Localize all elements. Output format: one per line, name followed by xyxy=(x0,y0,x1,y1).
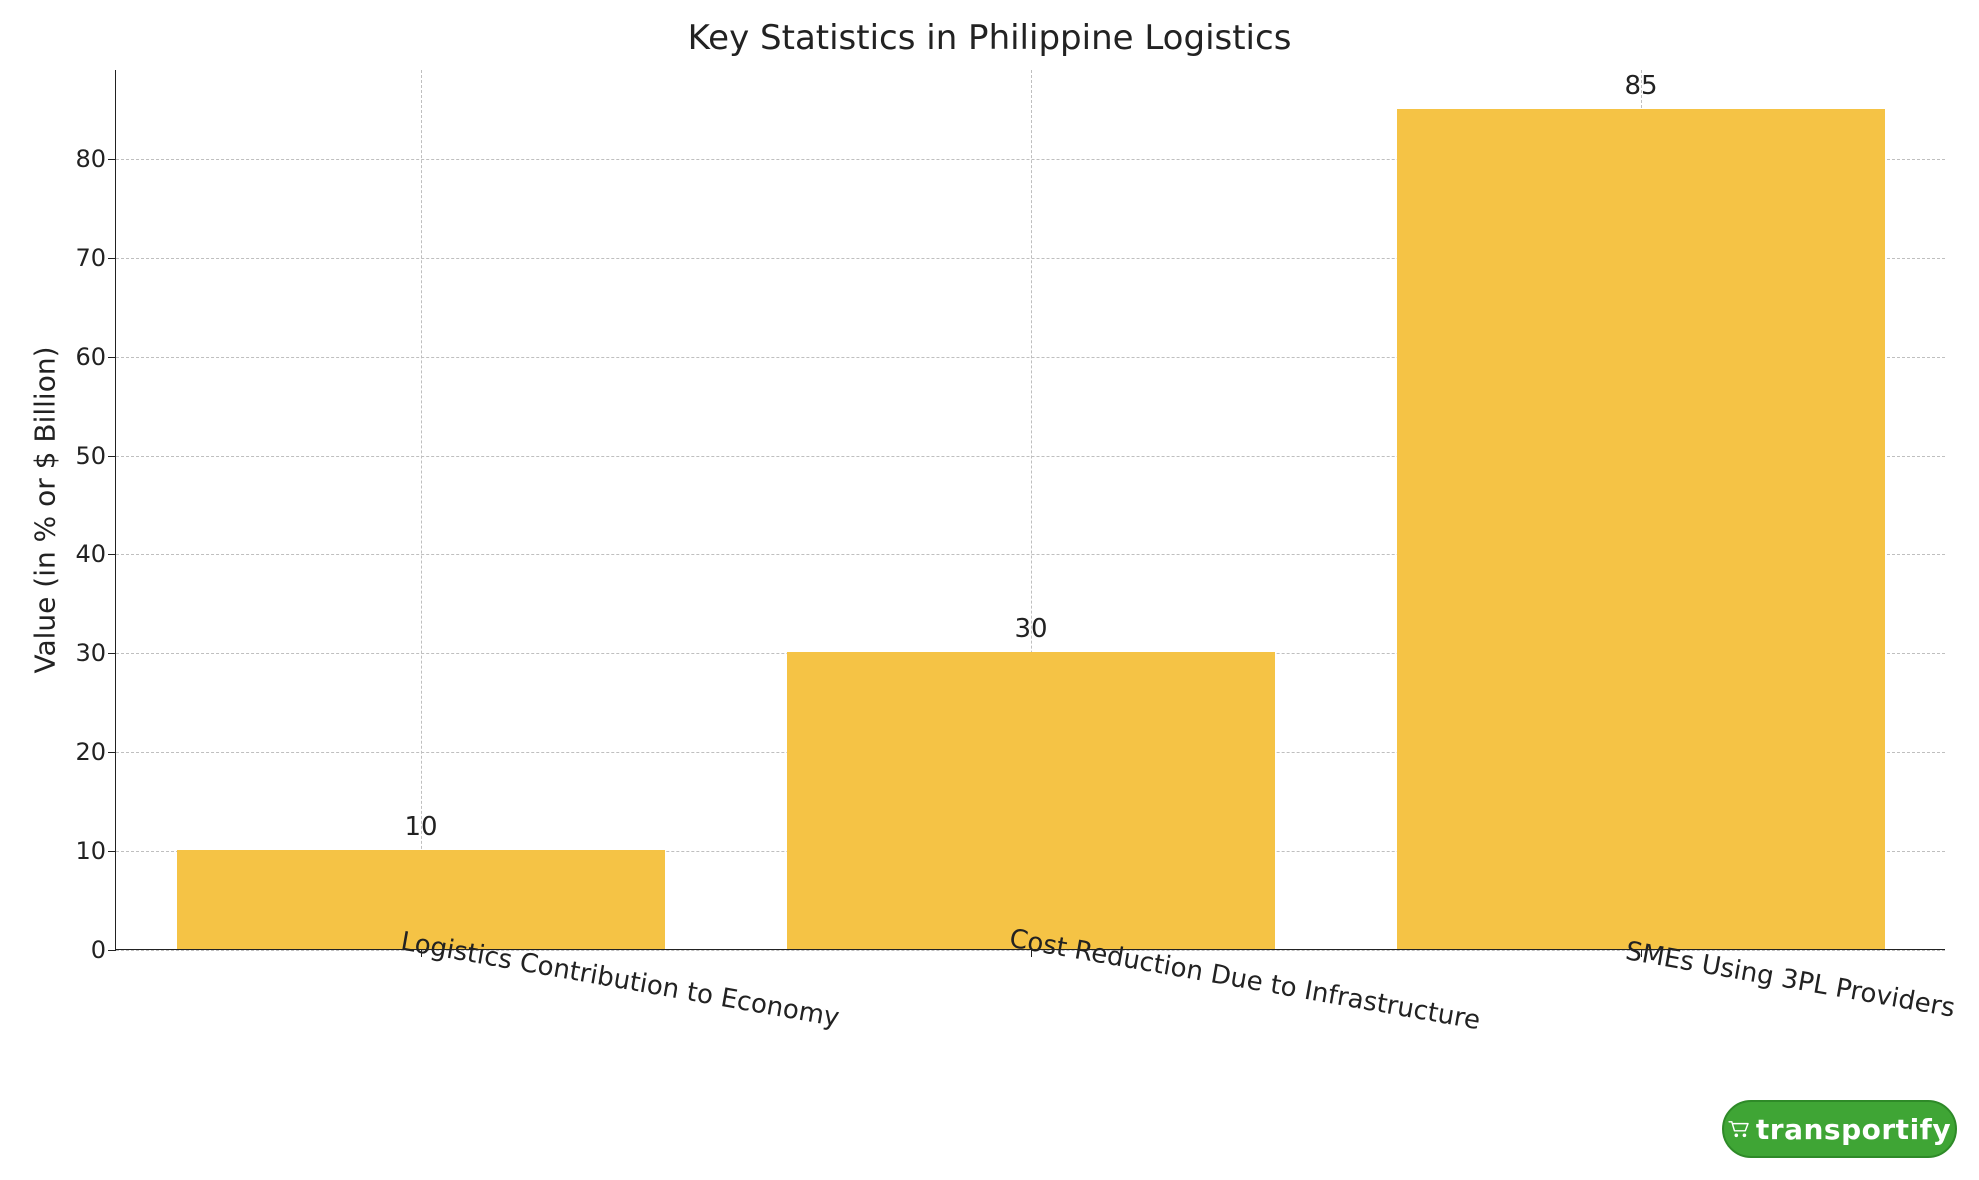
y-tick-label: 20 xyxy=(75,738,106,766)
y-tick xyxy=(108,159,116,160)
y-tick-label: 0 xyxy=(91,936,106,964)
chart-title: Key Statistics in Philippine Logistics xyxy=(0,18,1979,58)
bar-value-label: 85 xyxy=(1624,71,1657,101)
bar xyxy=(787,652,1275,949)
y-tick-label: 30 xyxy=(75,639,106,667)
brand-logo-text: transportify xyxy=(1756,1113,1951,1146)
y-tick-label: 70 xyxy=(75,244,106,272)
y-tick xyxy=(108,950,116,951)
y-tick-label: 60 xyxy=(75,343,106,371)
y-tick xyxy=(108,258,116,259)
y-tick xyxy=(108,851,116,852)
y-tick xyxy=(108,653,116,654)
bar xyxy=(1397,109,1885,949)
y-tick-label: 50 xyxy=(75,442,106,470)
y-axis-label: Value (in % or $ Billion) xyxy=(29,346,62,673)
y-tick xyxy=(108,554,116,555)
chart-container: Key Statistics in Philippine Logistics V… xyxy=(0,0,1979,1180)
cart-icon xyxy=(1728,1120,1750,1138)
brand-logo: transportify xyxy=(1722,1100,1957,1158)
bar-value-label: 30 xyxy=(1014,614,1047,644)
bar-value-label: 10 xyxy=(404,812,437,842)
plot-area: 01020304050607080103085 xyxy=(115,70,1945,950)
y-tick xyxy=(108,752,116,753)
y-tick-label: 80 xyxy=(75,145,106,173)
y-tick-label: 40 xyxy=(75,540,106,568)
y-tick xyxy=(108,357,116,358)
y-tick-label: 10 xyxy=(75,837,106,865)
y-tick xyxy=(108,456,116,457)
